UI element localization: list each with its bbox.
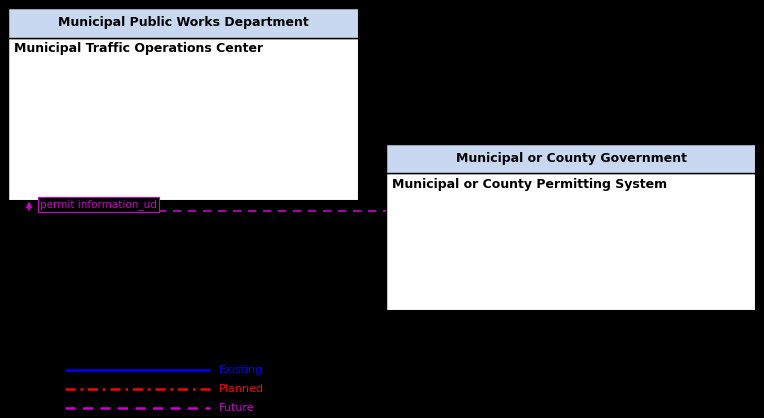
Bar bbox=[386, 144, 756, 173]
Bar bbox=[386, 173, 756, 311]
Bar bbox=[8, 8, 359, 201]
Text: Municipal Traffic Operations Center: Municipal Traffic Operations Center bbox=[14, 42, 263, 55]
Text: Existing: Existing bbox=[219, 365, 264, 375]
Bar bbox=[8, 8, 359, 38]
Text: permit information_ud: permit information_ud bbox=[40, 199, 157, 210]
Text: Municipal or County Government: Municipal or County Government bbox=[455, 152, 687, 166]
Text: Municipal or County Permitting System: Municipal or County Permitting System bbox=[392, 178, 667, 191]
Text: Planned: Planned bbox=[219, 384, 264, 394]
Text: Municipal Public Works Department: Municipal Public Works Department bbox=[58, 16, 309, 30]
Bar bbox=[8, 38, 359, 201]
Bar bbox=[386, 144, 756, 311]
Text: Future: Future bbox=[219, 403, 255, 413]
